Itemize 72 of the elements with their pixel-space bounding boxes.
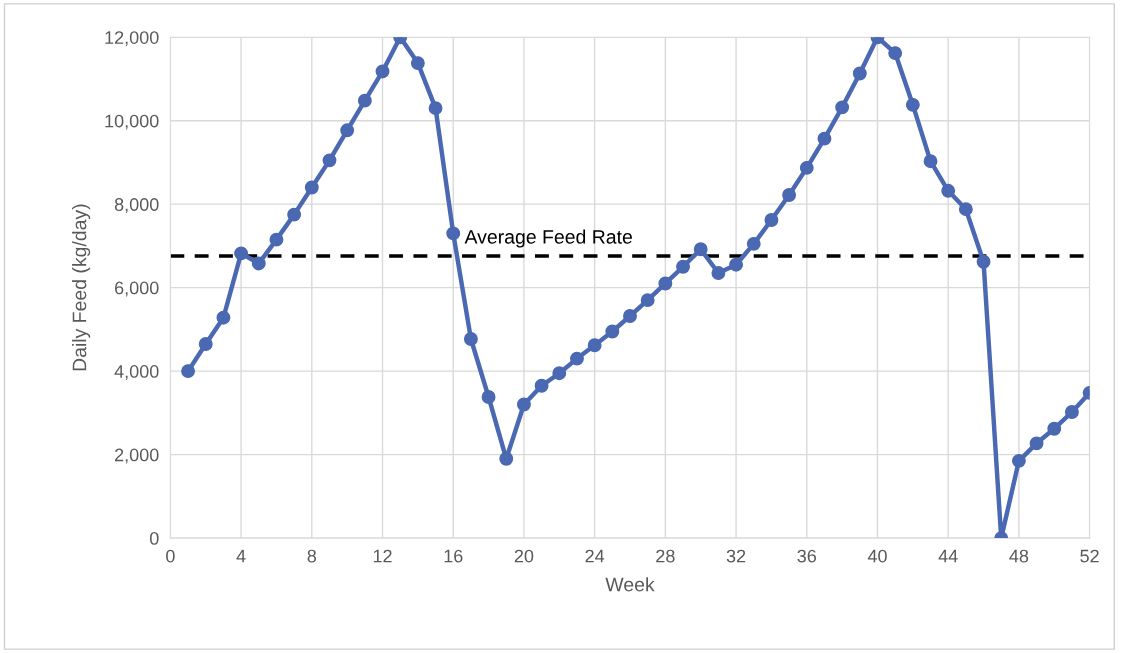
point [746, 236, 761, 251]
point [516, 397, 531, 412]
x-tick-label: 52 [1080, 549, 1099, 563]
point [534, 378, 549, 393]
x-tick-label: 28 [656, 549, 675, 563]
y-tick-label: 0 [149, 532, 159, 545]
ref-line-label: Average Feed Rate [464, 229, 632, 248]
point [764, 213, 779, 227]
point [729, 257, 744, 272]
point [181, 364, 196, 379]
point [676, 259, 690, 274]
x-tick-label: 16 [444, 549, 463, 563]
point [251, 256, 266, 271]
point [1029, 436, 1044, 451]
x-axis-title: Week [605, 577, 655, 592]
point [623, 309, 637, 323]
y-tick-label: 4,000 [114, 365, 159, 380]
point [888, 46, 903, 61]
point [976, 254, 991, 269]
y-tick-label: 6,000 [115, 281, 159, 297]
x-tick-label: 24 [585, 549, 605, 563]
point [269, 232, 284, 247]
point [958, 202, 973, 217]
point [234, 246, 249, 261]
y-tick-label: 2,000 [115, 448, 159, 464]
point [410, 56, 425, 71]
x-tick-label: 48 [1009, 549, 1029, 563]
y-tick-label: 8,000 [114, 198, 159, 214]
point [923, 154, 938, 169]
point [357, 93, 372, 108]
point [817, 131, 832, 146]
point [552, 366, 567, 381]
point [499, 451, 514, 466]
point [322, 153, 337, 168]
point [852, 66, 867, 81]
x-tick-label: 40 [867, 549, 887, 563]
point [216, 310, 231, 325]
point [711, 266, 726, 280]
point [587, 338, 602, 353]
x-tick-label: 32 [726, 549, 746, 563]
point [640, 293, 655, 308]
x-tick-label: 0 [166, 549, 175, 563]
point [905, 97, 920, 112]
point [375, 64, 390, 79]
y-tick-label: 12,000 [105, 31, 159, 47]
x-tick-label: 8 [307, 549, 317, 563]
point [658, 276, 673, 291]
point [463, 332, 478, 346]
point [605, 324, 620, 339]
point [481, 390, 496, 404]
point [799, 160, 814, 175]
y-axis-title: Daily Feed (kg/day) [72, 204, 91, 371]
point [304, 180, 319, 195]
point [428, 101, 443, 116]
point [1064, 405, 1079, 419]
point [198, 337, 213, 351]
point [835, 100, 850, 115]
point [446, 226, 461, 241]
point [340, 123, 355, 138]
x-tick-label: 44 [938, 549, 958, 563]
x-tick-label: 20 [514, 549, 534, 563]
point [693, 242, 708, 257]
point [1011, 453, 1026, 468]
point [1047, 421, 1062, 436]
x-tick-label: 12 [373, 549, 392, 563]
x-tick-label: 4 [236, 549, 246, 563]
point [941, 183, 956, 198]
y-tick-label: 10,000 [105, 114, 159, 130]
point [570, 351, 584, 366]
point [782, 188, 797, 202]
point [287, 207, 302, 222]
x-tick-label: 36 [797, 549, 817, 563]
